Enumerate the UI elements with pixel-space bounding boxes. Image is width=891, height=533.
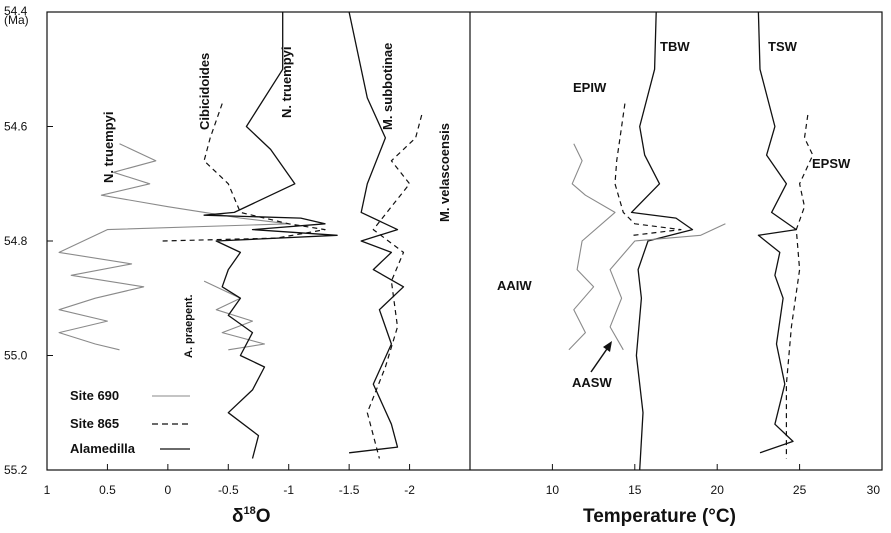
annotation-aasw: AASW xyxy=(572,375,612,390)
y-tick-label: 55.0 xyxy=(4,349,28,363)
annotation-m-velascoensis: M. velascoensis xyxy=(437,123,452,222)
y-tick-label: 54.6 xyxy=(4,120,28,134)
ticks-layer: 54.4 54.6 54.8 55.0 55.2 1 0.5 0 -0.5 -1 -1.5 -2 10 1… xyxy=(4,4,883,497)
x-axis-title-left: δ18O xyxy=(232,505,271,527)
x-axis-title-right: Temperature (°C) xyxy=(583,506,736,527)
right-series-line-epsw-3 xyxy=(785,114,814,459)
annotation-aaiw: AAIW xyxy=(497,278,532,293)
annotation-cibicidoides: Cibicidoides xyxy=(197,53,212,130)
x-tick-label-right: 10 xyxy=(546,483,560,497)
x-tick-label-left: -1 xyxy=(283,483,294,497)
legend-label-site-690: Site 690 xyxy=(70,388,119,403)
left-series-line-m-subbotinae-4 xyxy=(348,11,405,454)
y-tick-label: 55.2 xyxy=(4,463,28,477)
y-axis-unit: (Ma) xyxy=(4,13,29,27)
annotation-epiw: EPIW xyxy=(573,80,607,95)
legend: Site 690 Site 865 Alamedilla xyxy=(70,388,190,456)
x-title-main: δ xyxy=(232,506,244,527)
annotation-n-truempyi-left: N. truempyi xyxy=(101,111,116,183)
left-series-line-m-velascoensis-5 xyxy=(366,114,423,459)
x-tick-label-left: 0 xyxy=(165,483,172,497)
y-tick-label: 54.4 xyxy=(4,4,28,18)
left-series-line-cibicidoides-2 xyxy=(161,103,326,242)
annotation-m-subbotinae: M. subbotinae xyxy=(380,43,395,130)
left-series-line-n-truempyi-0 xyxy=(58,143,290,351)
series-layer xyxy=(58,11,814,471)
x-tick-label-left: 0.5 xyxy=(99,483,116,497)
aasw-arrowhead-icon xyxy=(603,341,612,352)
annotation-a-praepent: A. praepent. xyxy=(183,294,195,358)
left-series-line-a-praepent--1 xyxy=(203,280,266,351)
annotation-tbw: TBW xyxy=(660,39,690,54)
legend-label-alamedilla: Alamedilla xyxy=(70,441,136,456)
legend-label-site-865: Site 865 xyxy=(70,416,119,431)
x-tick-label-right: 25 xyxy=(793,483,807,497)
right-series-line-aaiw-4 xyxy=(568,143,616,351)
x-tick-label-right: 30 xyxy=(867,483,881,497)
x-tick-label-left: -2 xyxy=(404,483,415,497)
annotation-n-truempyi-right: N. truempyi xyxy=(279,46,294,118)
x-title-superscript: 18 xyxy=(244,505,256,517)
x-title-tail: O xyxy=(256,506,271,527)
right-series-line-epiw-2 xyxy=(614,103,682,236)
right-series-line-tbw-0 xyxy=(630,11,694,471)
x-tick-label-right: 20 xyxy=(711,483,725,497)
annotation-tsw: TSW xyxy=(768,39,798,54)
x-tick-label-left: -1.5 xyxy=(339,483,360,497)
y-tick-label: 54.8 xyxy=(4,234,28,248)
x-tick-label-right: 15 xyxy=(628,483,642,497)
x-tick-label-left: 1 xyxy=(44,483,51,497)
annotation-epsw: EPSW xyxy=(812,156,851,171)
x-tick-label-left: -0.5 xyxy=(218,483,239,497)
left-series-line-n-truempyi-3 xyxy=(203,12,338,459)
right-series-line-tsw-1 xyxy=(757,11,797,454)
aasw-arrow xyxy=(590,345,610,373)
right-series-line-aasw-5 xyxy=(609,223,726,351)
